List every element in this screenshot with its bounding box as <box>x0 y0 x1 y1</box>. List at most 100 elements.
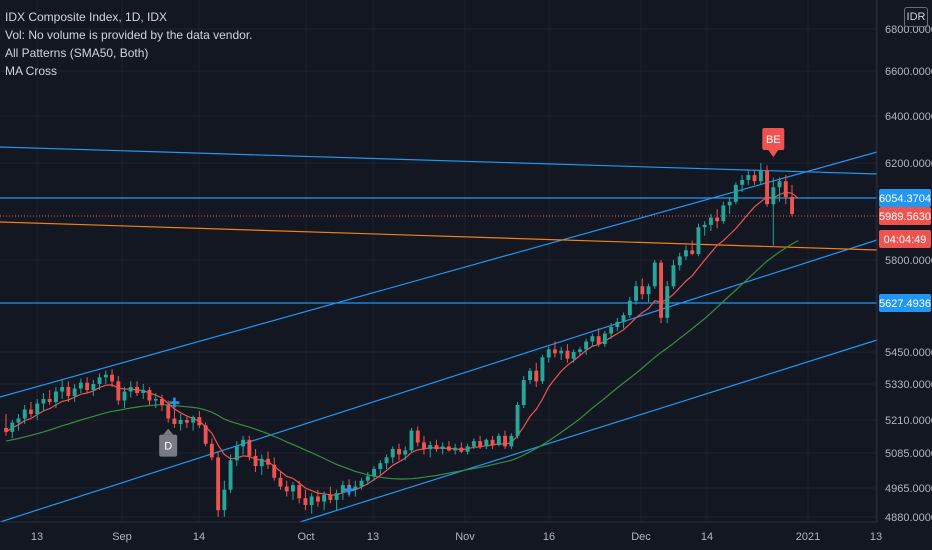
candle[interactable] <box>490 435 495 450</box>
candle[interactable] <box>671 260 676 289</box>
candle[interactable] <box>534 362 539 387</box>
legend-patterns[interactable]: All Patterns (SMA50, Both) <box>5 46 149 60</box>
candle[interactable] <box>178 414 183 431</box>
candle[interactable] <box>372 466 376 481</box>
time-axis[interactable]: 13 Sep 14 Oct 13 Nov 16 Dec 14 2021 13 <box>31 531 882 543</box>
candle[interactable] <box>546 346 551 363</box>
candle[interactable] <box>746 170 751 185</box>
candle[interactable] <box>453 443 458 455</box>
candle[interactable] <box>359 477 364 490</box>
candle[interactable] <box>515 402 520 439</box>
candle[interactable] <box>740 175 745 193</box>
candle[interactable] <box>85 377 90 393</box>
candle[interactable] <box>609 323 614 339</box>
legend-ma-cross[interactable]: MA Cross <box>5 64 58 78</box>
candle[interactable] <box>41 393 46 411</box>
candle[interactable] <box>771 177 776 246</box>
candle[interactable] <box>166 400 171 423</box>
ma-cross-marker[interactable] <box>169 397 180 408</box>
candle[interactable] <box>459 442 464 453</box>
candle[interactable] <box>54 387 58 408</box>
candle[interactable] <box>47 390 52 405</box>
candle[interactable] <box>465 443 470 455</box>
candle[interactable] <box>690 240 695 256</box>
candle[interactable] <box>733 182 738 205</box>
legend-title[interactable]: IDX Composite Index, 1D, IDX <box>5 10 168 24</box>
candle[interactable] <box>16 414 21 431</box>
candle[interactable] <box>266 451 270 470</box>
candle[interactable] <box>153 393 158 408</box>
candle[interactable] <box>634 281 638 305</box>
candle[interactable] <box>484 438 489 450</box>
candle[interactable] <box>422 435 426 455</box>
candle[interactable] <box>559 346 564 360</box>
candle[interactable] <box>765 165 769 207</box>
candle[interactable] <box>596 328 601 347</box>
candle[interactable] <box>228 454 233 494</box>
candle[interactable] <box>447 441 451 452</box>
ma-cross-marker[interactable] <box>344 484 355 495</box>
candle[interactable] <box>309 493 314 514</box>
candle[interactable] <box>471 438 476 450</box>
candle[interactable] <box>640 278 645 300</box>
candle[interactable] <box>584 338 589 355</box>
candle[interactable] <box>91 380 96 396</box>
candle[interactable] <box>78 378 83 393</box>
candle[interactable] <box>478 435 483 450</box>
candle[interactable] <box>783 175 788 205</box>
candle[interactable] <box>247 435 252 461</box>
candle[interactable] <box>615 317 620 331</box>
candle[interactable] <box>297 480 302 504</box>
candle[interactable] <box>29 402 33 417</box>
candlestick-series[interactable] <box>4 163 794 517</box>
candle[interactable] <box>22 405 27 424</box>
candle[interactable] <box>259 454 264 475</box>
candle[interactable] <box>565 344 570 363</box>
candle[interactable] <box>521 376 526 408</box>
candle[interactable] <box>384 454 389 470</box>
candle[interactable] <box>696 223 701 257</box>
candle[interactable] <box>284 480 289 497</box>
candle[interactable] <box>253 449 258 472</box>
candle[interactable] <box>278 471 283 490</box>
legend-volume-note[interactable]: Vol: No volume is provided by the data v… <box>5 28 253 42</box>
candle[interactable] <box>103 370 108 384</box>
candle[interactable] <box>428 441 433 458</box>
candle[interactable] <box>316 489 320 507</box>
candle[interactable] <box>684 245 688 260</box>
candle[interactable] <box>590 333 595 347</box>
candle[interactable] <box>509 433 514 450</box>
candle[interactable] <box>328 486 333 504</box>
pattern-markers[interactable]: D BE <box>159 128 785 495</box>
candle[interactable] <box>291 482 295 500</box>
trendline-orange[interactable] <box>0 221 878 251</box>
candle[interactable] <box>434 439 439 452</box>
candle[interactable] <box>272 457 277 481</box>
candle[interactable] <box>160 394 164 412</box>
candle[interactable] <box>415 426 420 447</box>
pattern-marker-d[interactable]: D <box>159 428 178 457</box>
candle[interactable] <box>241 435 245 455</box>
candle[interactable] <box>709 213 713 231</box>
pattern-marker-be[interactable]: BE <box>762 128 785 157</box>
candle[interactable] <box>128 381 133 398</box>
trendlines[interactable] <box>0 146 878 523</box>
candle[interactable] <box>303 489 308 511</box>
candle[interactable] <box>721 201 726 224</box>
candle[interactable] <box>602 330 607 347</box>
candle[interactable] <box>659 260 663 324</box>
candle[interactable] <box>652 260 657 289</box>
candle[interactable] <box>777 177 782 202</box>
candle[interactable] <box>141 384 146 399</box>
candle[interactable] <box>553 341 557 358</box>
candle[interactable] <box>677 252 682 271</box>
candle[interactable] <box>752 170 757 185</box>
candle[interactable] <box>390 446 395 464</box>
candle[interactable] <box>646 283 651 303</box>
candle[interactable] <box>66 381 71 402</box>
candle[interactable] <box>147 387 152 405</box>
channel-line-lower[interactable] <box>299 339 878 523</box>
candle[interactable] <box>110 369 114 387</box>
candle[interactable] <box>727 196 732 214</box>
